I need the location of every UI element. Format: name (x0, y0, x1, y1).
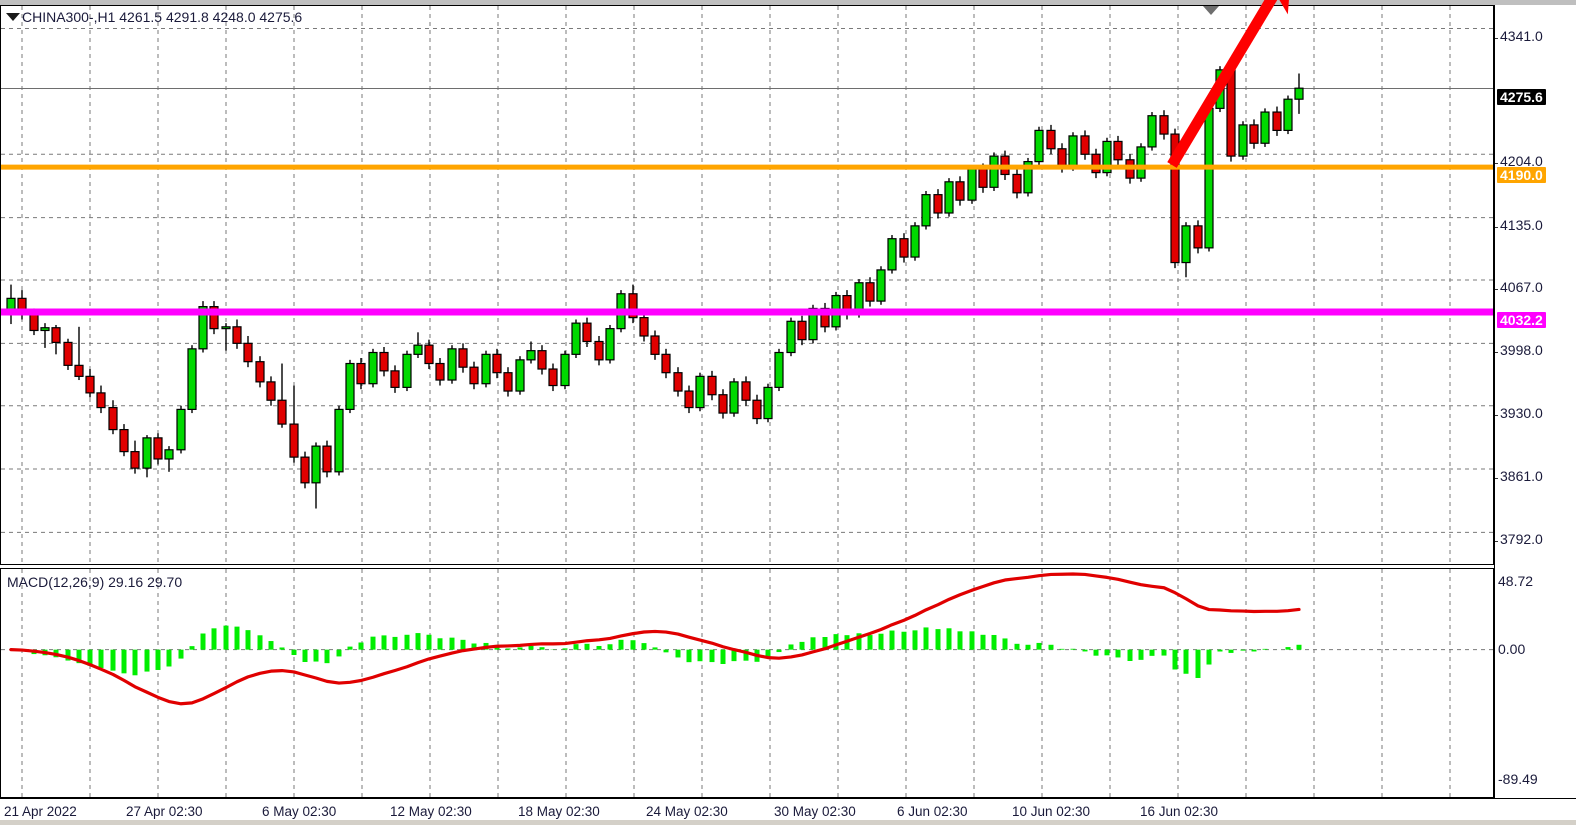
price-axis-label-highlighted: 4275.6 (1497, 88, 1546, 105)
price-axis-tick (1494, 414, 1498, 416)
time-axis-label: 16 Jun 02:30 (1140, 804, 1219, 819)
time-axis-label: 6 May 02:30 (262, 804, 337, 819)
price-axis-tick (1494, 226, 1498, 228)
price-axis-tick (1494, 37, 1498, 39)
price-axis-label: 3930.0 (1500, 404, 1543, 421)
price-axis-tick (1494, 163, 1498, 165)
price-axis-label: 4341.0 (1500, 27, 1543, 44)
time-axis-label: 12 May 02:30 (390, 804, 472, 819)
macd-axis-label: 48.72 (1498, 573, 1534, 590)
time-axis-label: 24 May 02:30 (646, 804, 728, 819)
time-axis-label: 27 Apr 02:30 (126, 804, 203, 819)
price-axis-tick (1494, 289, 1498, 290)
time-axis-label: 6 Jun 02:30 (897, 804, 968, 819)
price-axis-label: 3792.0 (1500, 531, 1543, 548)
price-chart-canvas (1, 6, 1493, 564)
price-axis-label: 3998.0 (1500, 342, 1543, 359)
price-axis-tick (1494, 352, 1498, 354)
macd-axis-label: 0.00 (1498, 640, 1526, 657)
price-axis-label: 3861.0 (1500, 468, 1543, 485)
macd-axis-label: -89.49 (1498, 771, 1538, 788)
window-bottom-strip (0, 820, 1576, 825)
price-scale[interactable]: 4341.0 4275.6 4204.0 4190.0 4135.0 4067.0 4032… (1494, 5, 1576, 798)
time-axis-label: 10 Jun 02:30 (1012, 804, 1091, 819)
price-axis-tick (1494, 478, 1498, 480)
macd-indicator-pane[interactable] (0, 568, 1494, 798)
price-axis-label-highlighted: 4032.2 (1497, 311, 1546, 328)
price-axis-label-highlighted: 4190.0 (1497, 167, 1546, 184)
price-axis-label: 4067.0 (1500, 279, 1543, 295)
price-chart-pane[interactable] (0, 5, 1494, 565)
time-axis-label: 21 Apr 2022 (4, 804, 77, 819)
price-axis-label: 4135.0 (1500, 216, 1543, 233)
price-scale-divider (1494, 5, 1495, 798)
time-axis-label: 30 May 02:30 (774, 804, 856, 819)
price-header-label: CHINA300-,H1 4261.5 4291.8 4248.0 4275.6 (22, 9, 303, 25)
top-scroll-marker-icon[interactable] (1203, 6, 1219, 15)
time-axis-label: 18 May 02:30 (518, 804, 600, 819)
price-axis-tick (1494, 541, 1498, 543)
macd-header-label: MACD(12,26,9) 29.16 29.70 (7, 574, 183, 590)
macd-chart-canvas (1, 569, 1493, 797)
price-axis-label: 4204.0 (1500, 153, 1543, 170)
chart-menu-caret-icon[interactable] (6, 13, 20, 21)
